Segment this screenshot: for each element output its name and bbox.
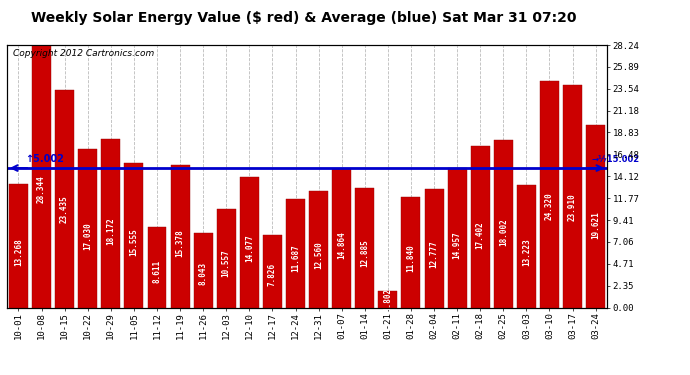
Text: 13.268: 13.268 xyxy=(14,238,23,266)
Text: 1.802: 1.802 xyxy=(384,288,393,310)
Text: 8.043: 8.043 xyxy=(199,262,208,285)
Bar xyxy=(263,235,282,308)
Text: 13.223: 13.223 xyxy=(522,238,531,266)
Bar xyxy=(402,198,420,308)
Bar xyxy=(332,170,351,308)
Text: 7.826: 7.826 xyxy=(268,263,277,286)
Text: 14.077: 14.077 xyxy=(245,235,254,262)
Bar xyxy=(471,146,490,308)
Text: 23.910: 23.910 xyxy=(568,194,577,221)
Bar xyxy=(124,163,144,308)
Text: Weekly Solar Energy Value ($ red) & Average (blue) Sat Mar 31 07:20: Weekly Solar Energy Value ($ red) & Aver… xyxy=(31,11,576,25)
Bar xyxy=(424,189,444,308)
Bar xyxy=(494,140,513,308)
Bar xyxy=(32,44,51,308)
Bar xyxy=(55,90,74,308)
Bar xyxy=(540,81,559,308)
Text: 11.687: 11.687 xyxy=(291,245,300,273)
Text: Copyright 2012 Cartronics.com: Copyright 2012 Cartronics.com xyxy=(13,49,154,58)
Bar xyxy=(517,184,536,308)
Text: ↑5.002: ↑5.002 xyxy=(26,154,64,164)
Text: →⅐15.002: →⅐15.002 xyxy=(591,155,639,164)
Bar xyxy=(170,165,190,308)
Bar xyxy=(101,139,120,308)
Bar xyxy=(563,85,582,308)
Text: 19.621: 19.621 xyxy=(591,211,600,239)
Text: 14.864: 14.864 xyxy=(337,231,346,259)
Text: 15.555: 15.555 xyxy=(130,228,139,256)
Text: 12.777: 12.777 xyxy=(430,240,439,268)
Bar xyxy=(240,177,259,308)
Bar xyxy=(9,184,28,308)
Bar xyxy=(586,125,605,308)
Text: 23.435: 23.435 xyxy=(60,196,69,223)
Text: 18.002: 18.002 xyxy=(499,218,508,246)
Bar xyxy=(309,191,328,308)
Text: 18.172: 18.172 xyxy=(106,217,115,245)
Text: 28.344: 28.344 xyxy=(37,175,46,203)
Text: 8.611: 8.611 xyxy=(152,260,161,283)
Text: 17.402: 17.402 xyxy=(475,221,484,249)
Text: 14.957: 14.957 xyxy=(453,231,462,259)
Text: 12.560: 12.560 xyxy=(314,241,323,269)
Text: 12.885: 12.885 xyxy=(360,240,369,267)
Bar xyxy=(217,209,236,308)
Bar xyxy=(355,188,374,308)
Bar xyxy=(448,168,466,308)
Text: 15.378: 15.378 xyxy=(175,229,184,257)
Text: 11.840: 11.840 xyxy=(406,244,415,272)
Bar xyxy=(286,199,305,308)
Text: 10.557: 10.557 xyxy=(221,249,230,277)
Bar xyxy=(378,291,397,308)
Bar xyxy=(78,149,97,308)
Text: 17.030: 17.030 xyxy=(83,222,92,250)
Bar xyxy=(194,233,213,308)
Text: 24.320: 24.320 xyxy=(545,192,554,220)
Bar xyxy=(148,228,166,308)
